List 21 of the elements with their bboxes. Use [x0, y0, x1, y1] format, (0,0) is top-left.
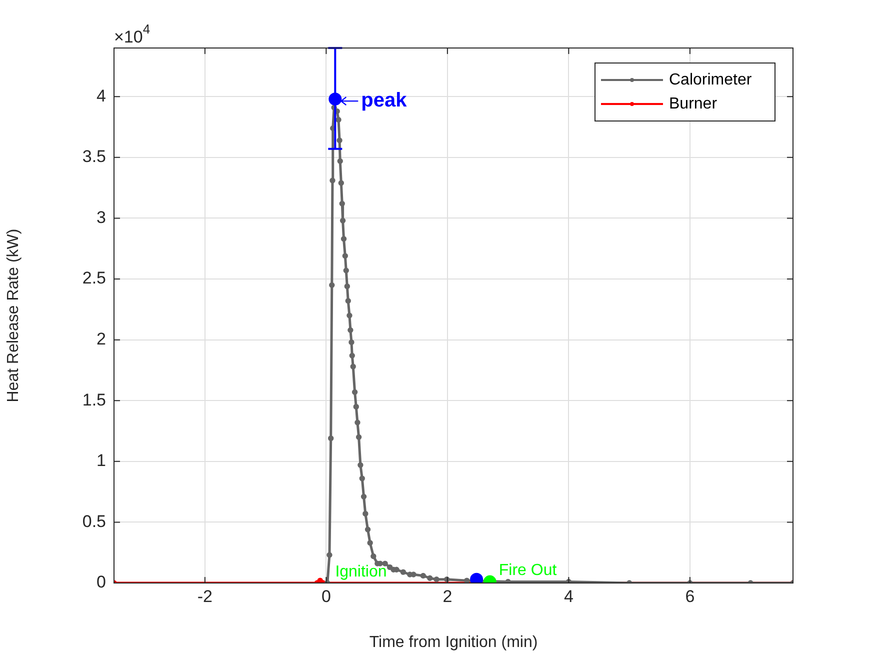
annotation: Fire Out	[498, 562, 558, 580]
x-tick-label: 6	[685, 586, 695, 606]
y-tick-label: 3	[96, 208, 106, 227]
y-tick-label: 1	[96, 451, 106, 470]
y-tick-label: 3.5	[82, 147, 106, 166]
annotation: peak	[361, 90, 408, 112]
y-tick-label: 2.5	[82, 268, 106, 288]
legend-label: Calorimeter	[669, 71, 752, 88]
y-tick-label: 1.5	[82, 390, 106, 410]
y-tick-label: 2	[96, 330, 106, 349]
y-tick-label: 4	[96, 86, 106, 106]
y-axis-title: Heat Release Rate (kW)	[5, 228, 22, 402]
x-tick-label: -2	[197, 586, 212, 606]
legend-label: Burner	[669, 95, 718, 112]
y-tick-label: 0	[96, 572, 106, 592]
y-tick-label: 0.5	[82, 512, 106, 531]
annotation: Ignition	[335, 563, 387, 580]
x-tick-label: 0	[321, 586, 331, 606]
x-axis-title: Time from Ignition (min)	[369, 634, 538, 651]
x-tick-label: 2	[442, 586, 452, 606]
x-tick-label: 4	[564, 586, 574, 606]
